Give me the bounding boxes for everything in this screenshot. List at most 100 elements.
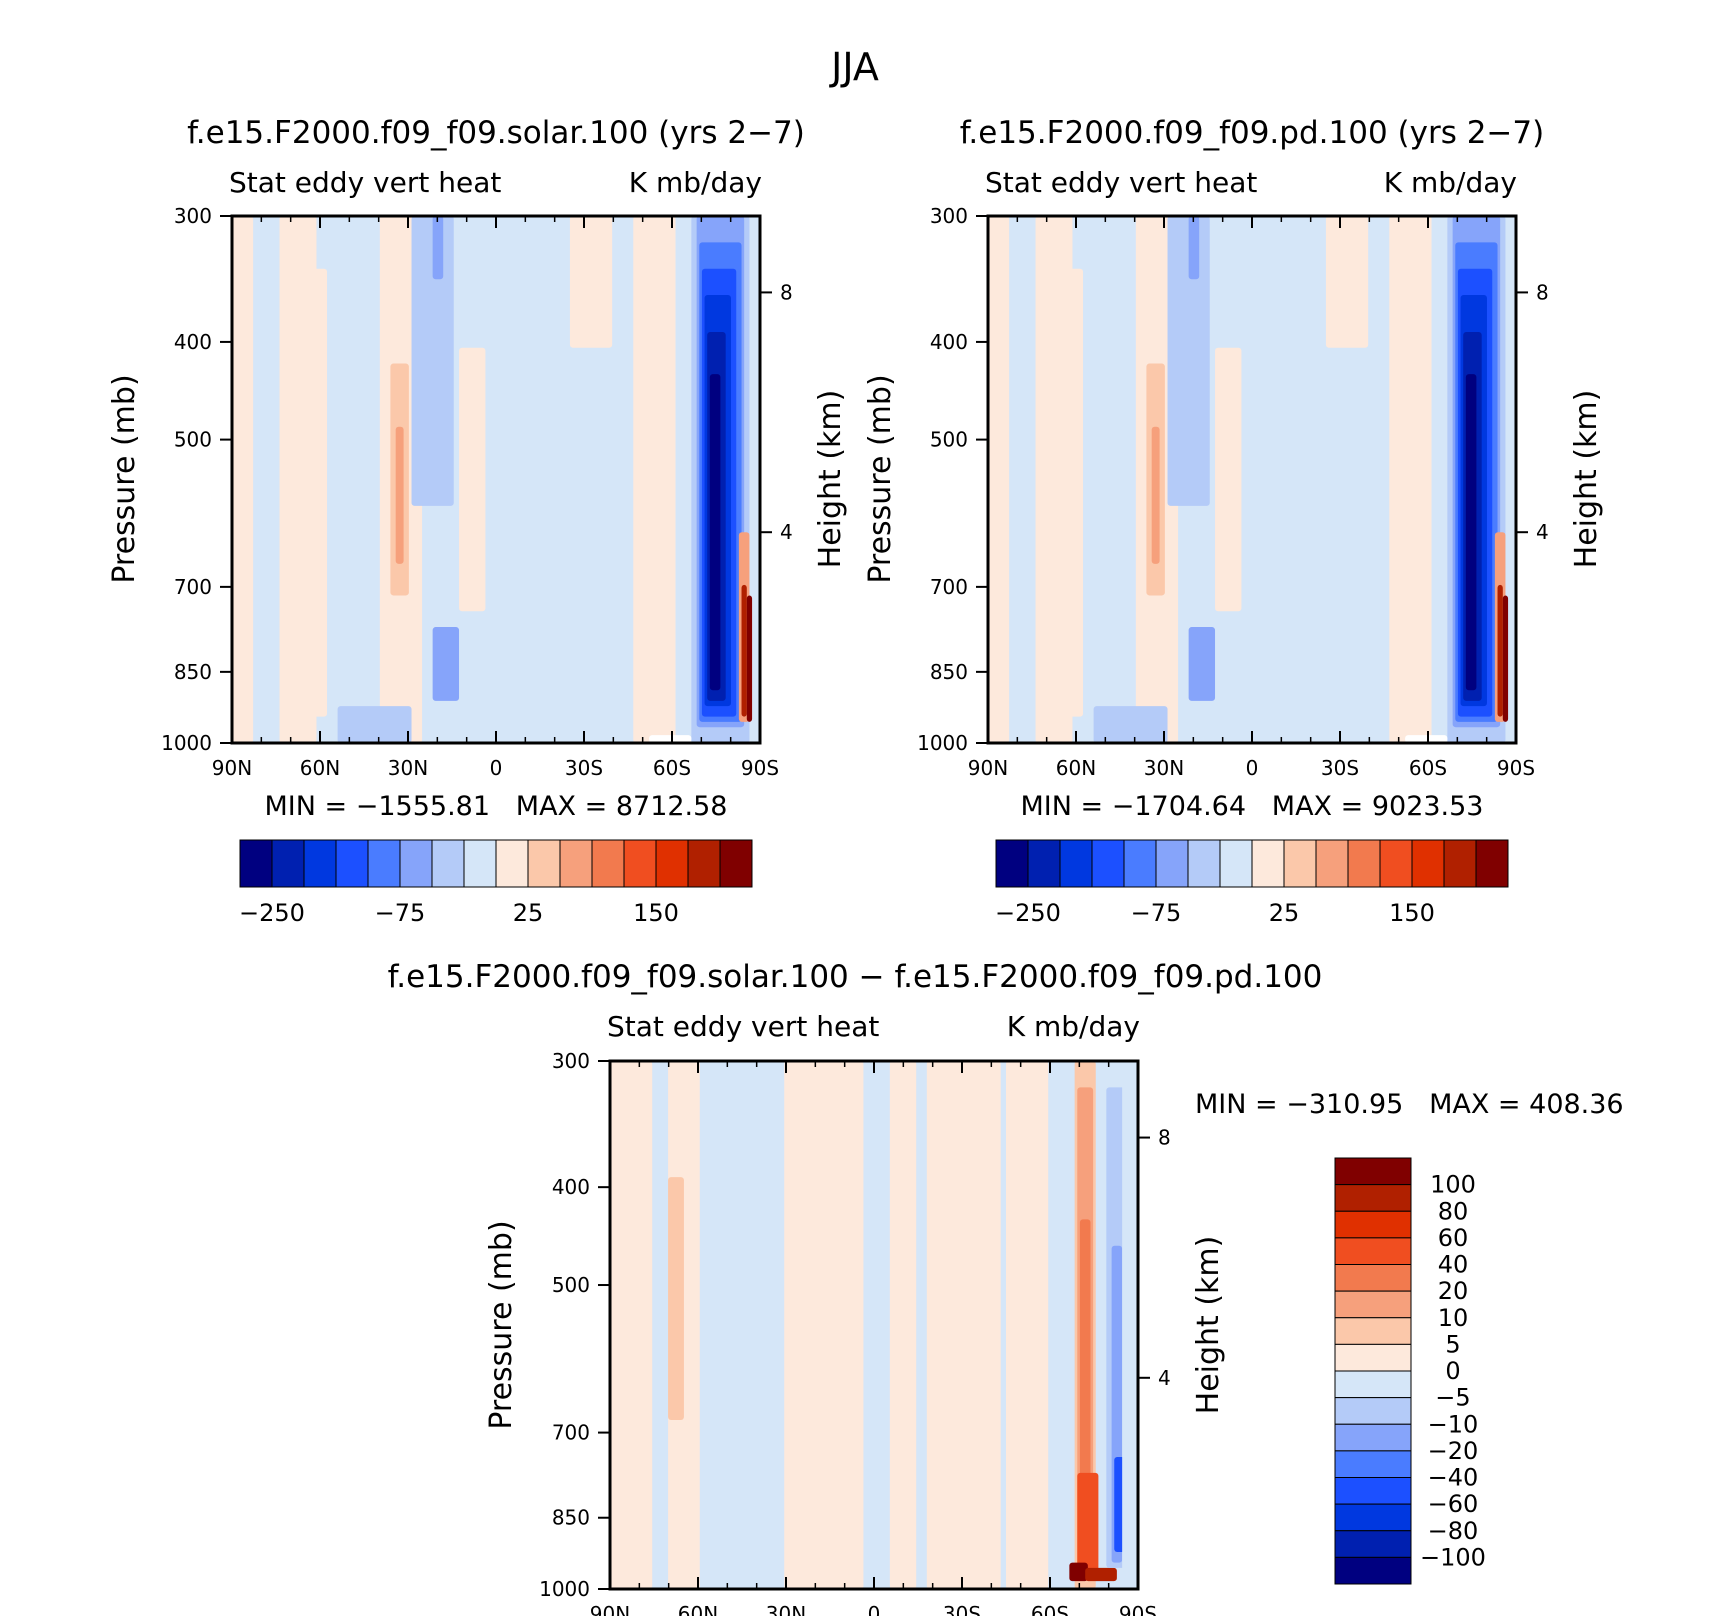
x-tick-label: 60N [300, 756, 340, 780]
contour-region [569, 216, 613, 348]
panel-difference: f.e15.F2000.f09_f09.solar.100 − f.e15.F2… [388, 959, 1624, 1616]
y-tick-label: 300 [930, 204, 968, 228]
colorbar-swatch [1411, 839, 1445, 888]
x-tick-label: 30S [565, 756, 603, 780]
colorbar-label: 150 [633, 899, 679, 927]
colorbar-label: 150 [1389, 899, 1435, 927]
contour-region [1502, 595, 1509, 722]
contour-region [988, 216, 1010, 743]
contour-region [1325, 216, 1369, 348]
y-tick-label: 850 [174, 660, 212, 684]
panel-pd: f.e15.F2000.f09_f09.pd.100 (yrs 2−7) Sta… [863, 115, 1604, 927]
contour-region [432, 627, 460, 701]
colorbar-swatch [719, 839, 753, 888]
y-tick-label: 400 [174, 330, 212, 354]
y-tick-label: 500 [174, 428, 212, 452]
colorbar-swatch [1334, 1477, 1412, 1505]
colorbar-label: −5 [1435, 1384, 1470, 1412]
colorbar: −250 −75 25 150 [239, 839, 753, 927]
contour-region [432, 216, 444, 280]
colorbar-swatch [1334, 1450, 1412, 1478]
colorbar-swatch [1091, 839, 1125, 888]
y-tick-label: 700 [174, 575, 212, 599]
y-tick-label: 400 [552, 1175, 590, 1199]
x-tick-label: 90S [1119, 1602, 1157, 1616]
contour-region [709, 374, 721, 691]
colorbar-swatch [1027, 839, 1061, 888]
colorbar-swatch [1334, 1556, 1412, 1585]
colorbar-label: −75 [375, 899, 426, 927]
contour-region [649, 735, 692, 743]
contour-region [668, 1177, 684, 1421]
y-tick-label: 500 [552, 1273, 590, 1297]
contour-region [784, 1061, 864, 1589]
contour-region [1167, 216, 1210, 506]
contour-region [337, 706, 412, 743]
y-tick-label: 850 [552, 1506, 590, 1530]
axes: 90N 60N 30N 0 30S 60S 90S 300 400 500 700 850 1000 8 4 [161, 204, 793, 780]
y-right-tick-label: 8 [1536, 280, 1549, 304]
y-tick-label: 400 [930, 330, 968, 354]
colorbar: −250 −75 25 150 [995, 839, 1509, 927]
x-tick-label: 30S [1321, 756, 1359, 780]
colorbar-label: −60 [1428, 1490, 1479, 1518]
colorbar-swatch [1334, 1397, 1412, 1425]
contour-region [741, 584, 747, 717]
colorbar-label: 20 [1438, 1277, 1469, 1305]
colorbar-swatch [1334, 1210, 1412, 1239]
y-axis-right-label: Height (km) [813, 390, 848, 569]
y-tick-label: 700 [552, 1421, 590, 1445]
units-label: K mb/day [1007, 1010, 1140, 1043]
colorbar-swatch [1334, 1317, 1412, 1345]
panel-title: f.e15.F2000.f09_f09.solar.100 − f.e15.F2… [388, 959, 1323, 995]
y-tick-label: 1000 [161, 731, 212, 755]
colorbar-swatch [1347, 839, 1381, 888]
colorbar-swatch [995, 839, 1029, 888]
min-max-stats: MIN = −1555.81 MAX = 8712.58 [265, 791, 728, 822]
contour-region [1122, 1061, 1138, 1589]
y-tick-label: 300 [174, 204, 212, 228]
colorbar-swatch [1334, 1503, 1412, 1532]
colorbar-label: 0 [1445, 1357, 1460, 1385]
variable-label: Stat eddy vert heat [229, 166, 501, 199]
colorbar-swatch [1475, 839, 1509, 888]
y-tick-label: 500 [930, 428, 968, 452]
x-tick-label: 30N [388, 756, 428, 780]
colorbar-swatch [1334, 1423, 1412, 1452]
y-right-tick-label: 8 [1158, 1126, 1171, 1150]
colorbar-swatch [1123, 839, 1157, 888]
colorbar-label: −250 [995, 899, 1061, 927]
y-tick-label: 1000 [539, 1577, 590, 1601]
contour-region [889, 1061, 917, 1589]
colorbar-label: 5 [1445, 1330, 1460, 1358]
colorbar-swatch [495, 839, 529, 888]
colorbar-swatch [431, 839, 465, 888]
colorbar-swatch [399, 839, 433, 888]
contour-region [1188, 216, 1200, 280]
y-right-tick-label: 8 [780, 280, 793, 304]
units-label: K mb/day [1384, 166, 1517, 199]
colorbar-swatch [367, 839, 401, 888]
panel-solar: f.e15.F2000.f09_f09.solar.100 (yrs 2−7) … [107, 115, 848, 927]
colorbar-swatch [1059, 839, 1093, 888]
x-tick-label: 30N [1144, 756, 1184, 780]
y-right-tick-label: 4 [780, 520, 793, 544]
colorbar-swatch [623, 839, 657, 888]
colorbar-swatch [463, 839, 497, 888]
colorbar-swatch [271, 839, 305, 888]
colorbar-label: 25 [513, 899, 544, 927]
y-axis-label: Pressure (mb) [107, 374, 142, 583]
colorbar-label: −10 [1428, 1410, 1479, 1438]
colorbar-label: −100 [1420, 1543, 1486, 1571]
contour-region [411, 216, 454, 506]
y-tick-label: 700 [930, 575, 968, 599]
colorbar-swatch [1334, 1157, 1412, 1186]
units-label: K mb/day [629, 166, 762, 199]
colorbar-swatch [239, 839, 273, 888]
colorbar-label: 80 [1438, 1197, 1469, 1225]
contour-region [295, 268, 328, 717]
colorbar-swatch [1334, 1237, 1412, 1265]
x-tick-label: 0 [1246, 756, 1259, 780]
colorbar-swatch [1334, 1290, 1412, 1319]
